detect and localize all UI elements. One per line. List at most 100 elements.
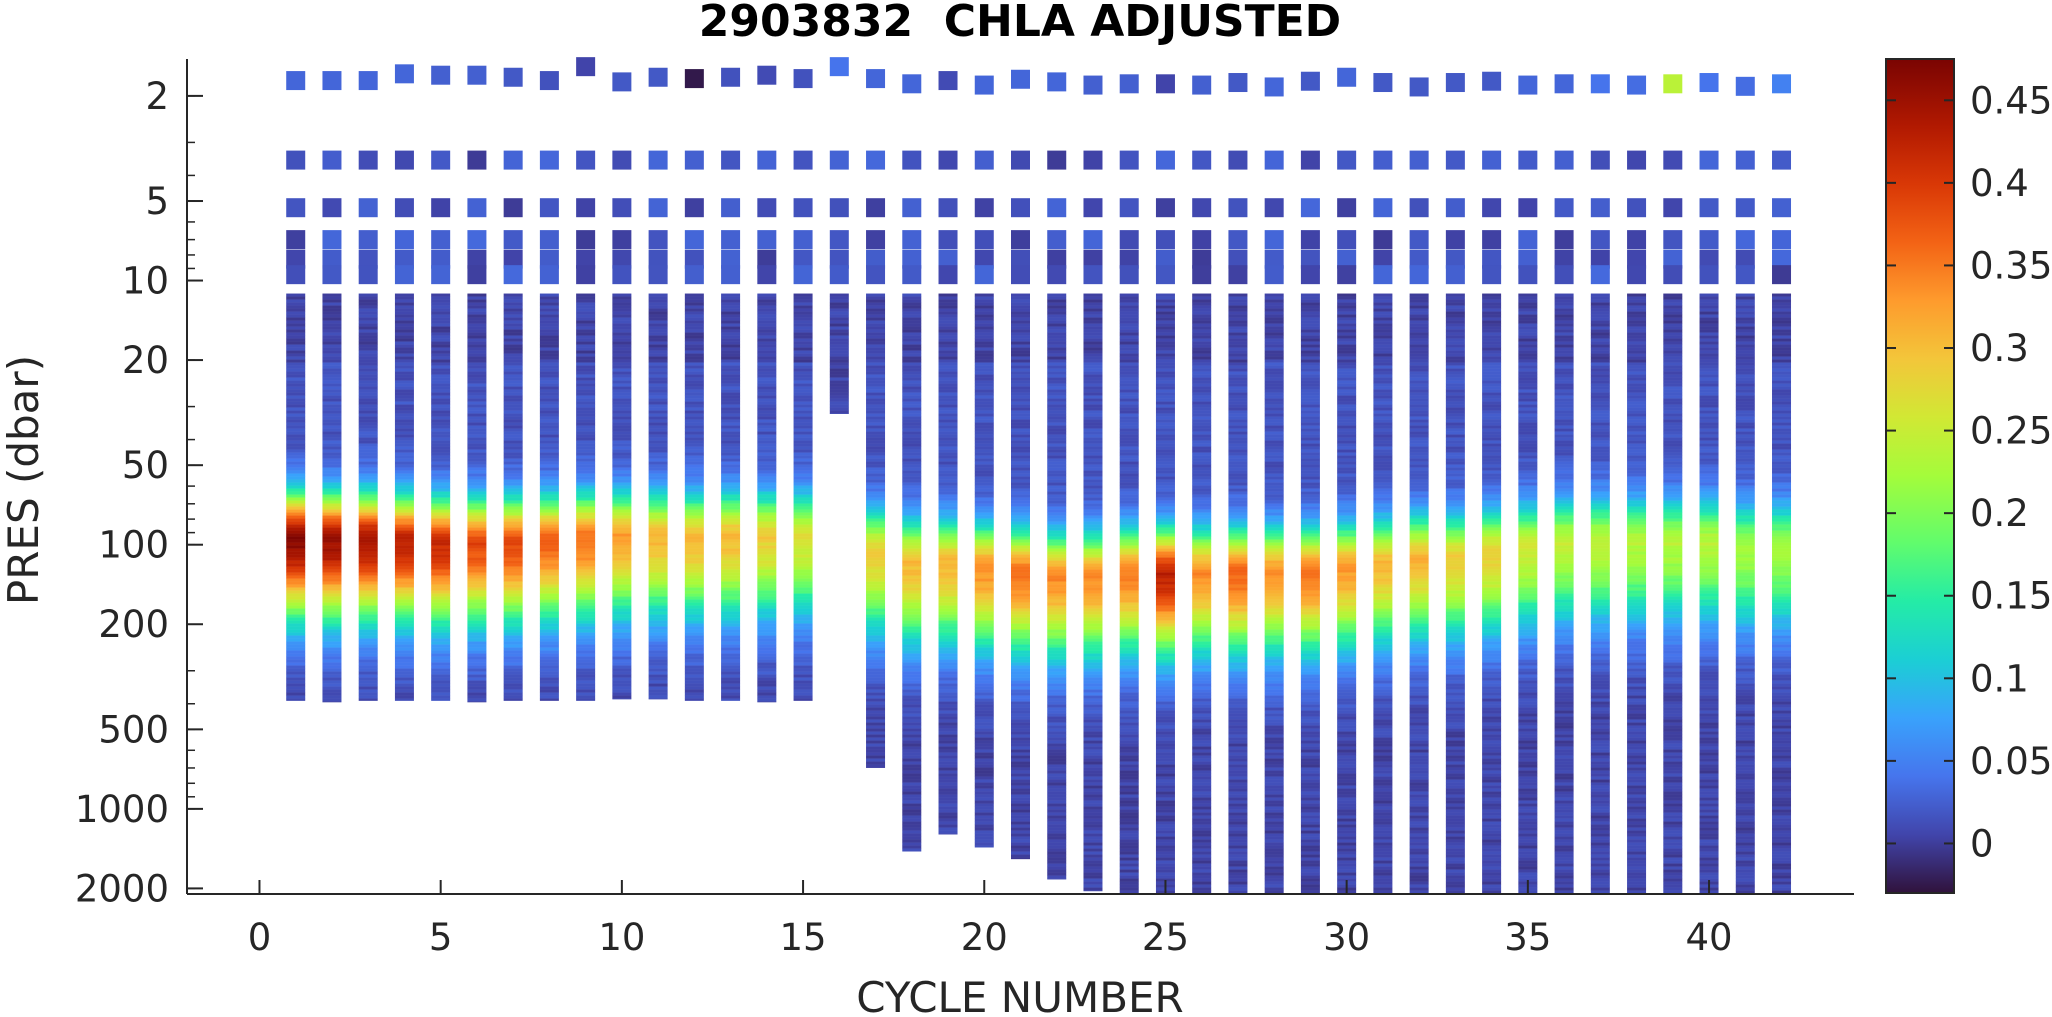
profile-cell xyxy=(1119,710,1139,714)
profile-cell xyxy=(1047,824,1067,828)
profile-cell xyxy=(902,755,922,759)
profile-cell xyxy=(431,416,451,420)
profile-cell xyxy=(684,404,704,408)
profile-cell xyxy=(1119,791,1139,795)
profile-cell xyxy=(1155,305,1175,309)
profile-cell xyxy=(1011,695,1030,699)
profile-cell xyxy=(793,530,813,534)
profile-cell xyxy=(648,374,668,378)
level-marker xyxy=(503,265,523,285)
profile-cell xyxy=(467,656,487,660)
profile-cell xyxy=(757,617,777,621)
profile-cell xyxy=(394,452,414,456)
profile-cell xyxy=(757,368,777,372)
profile-cell xyxy=(938,452,958,456)
profile-cell xyxy=(974,473,994,477)
profile-cell xyxy=(322,659,342,663)
profile-cell xyxy=(684,494,704,498)
profile-cell xyxy=(1228,818,1248,822)
profile-cell xyxy=(1155,527,1175,531)
level-marker xyxy=(539,198,559,218)
profile-cell xyxy=(358,410,378,414)
profile-cell xyxy=(866,488,886,492)
profile-cell xyxy=(1047,452,1067,456)
profile-cell xyxy=(503,323,523,327)
profile-cell xyxy=(576,608,596,612)
profile-cell xyxy=(1011,503,1030,507)
profile-cell xyxy=(1011,827,1030,831)
profile-cell xyxy=(286,413,306,417)
profile-cell xyxy=(431,467,451,471)
profile-cell xyxy=(322,545,342,549)
profile-cell xyxy=(358,515,378,519)
profile-cell xyxy=(974,839,994,843)
profile-cell xyxy=(974,449,994,453)
profile-cell xyxy=(1228,569,1248,573)
profile-cell xyxy=(358,455,378,459)
profile-cell xyxy=(684,506,704,510)
profile-cell xyxy=(286,539,306,543)
profile-cell xyxy=(358,482,378,486)
profile-cell xyxy=(1192,500,1212,504)
profile-cell xyxy=(1337,392,1357,396)
profile-cell xyxy=(684,566,704,570)
profile-cell xyxy=(1155,773,1175,777)
profile-cell xyxy=(1300,848,1320,852)
profile-cell xyxy=(286,536,306,540)
profile-cell xyxy=(1119,800,1139,804)
profile-cell xyxy=(1083,527,1103,531)
profile-cell xyxy=(684,632,704,636)
profile-cell xyxy=(1264,773,1284,777)
profile-cell xyxy=(974,548,994,552)
profile-cell xyxy=(576,698,596,701)
profile-cell xyxy=(974,353,994,357)
profile-cell xyxy=(1300,890,1320,894)
profile-cell xyxy=(866,539,886,543)
profile-cell xyxy=(286,338,306,342)
profile-cell xyxy=(902,515,922,519)
profile-cell xyxy=(1300,515,1320,519)
profile-cell xyxy=(1011,692,1030,696)
profile-cell xyxy=(1011,356,1030,360)
profile-cell xyxy=(829,302,849,306)
profile-cell xyxy=(576,557,596,561)
profile-cell xyxy=(721,344,741,348)
profile-cell xyxy=(1155,440,1175,444)
profile-cell xyxy=(902,701,922,705)
profile-cell xyxy=(1264,737,1284,741)
profile-cell xyxy=(974,812,994,816)
profile-cell xyxy=(1047,635,1067,639)
profile-cell xyxy=(1337,320,1357,324)
profile-cell xyxy=(539,398,559,402)
profile-cell xyxy=(1083,566,1103,570)
profile-cell xyxy=(1300,806,1320,810)
profile-cell xyxy=(286,674,306,678)
level-marker xyxy=(1264,198,1284,218)
profile-cell xyxy=(1337,362,1357,366)
profile-cell xyxy=(757,356,777,360)
profile-cell xyxy=(1119,566,1139,570)
profile-cell xyxy=(1300,803,1320,807)
profile-cell xyxy=(1300,431,1320,435)
profile-cell xyxy=(866,431,886,435)
profile-cell xyxy=(1011,800,1030,804)
profile-cell xyxy=(1011,566,1030,570)
profile-cell xyxy=(612,617,632,621)
profile-cell xyxy=(1300,608,1320,612)
profile-cell xyxy=(1011,644,1030,648)
profile-cell xyxy=(1264,716,1284,720)
profile-cell xyxy=(1119,413,1139,417)
profile-cell xyxy=(467,320,487,324)
profile-cell xyxy=(866,725,886,729)
profile-cell xyxy=(757,386,777,390)
profile-cell xyxy=(286,500,306,504)
profile-cell xyxy=(1300,434,1320,438)
profile-cell xyxy=(612,341,632,345)
profile-cell xyxy=(394,353,414,357)
profile-cell xyxy=(612,575,632,579)
profile-cell xyxy=(866,632,886,636)
profile-cell xyxy=(1047,476,1067,480)
profile-cell xyxy=(1264,503,1284,507)
profile-cell xyxy=(358,407,378,411)
profile-cell xyxy=(648,350,668,354)
